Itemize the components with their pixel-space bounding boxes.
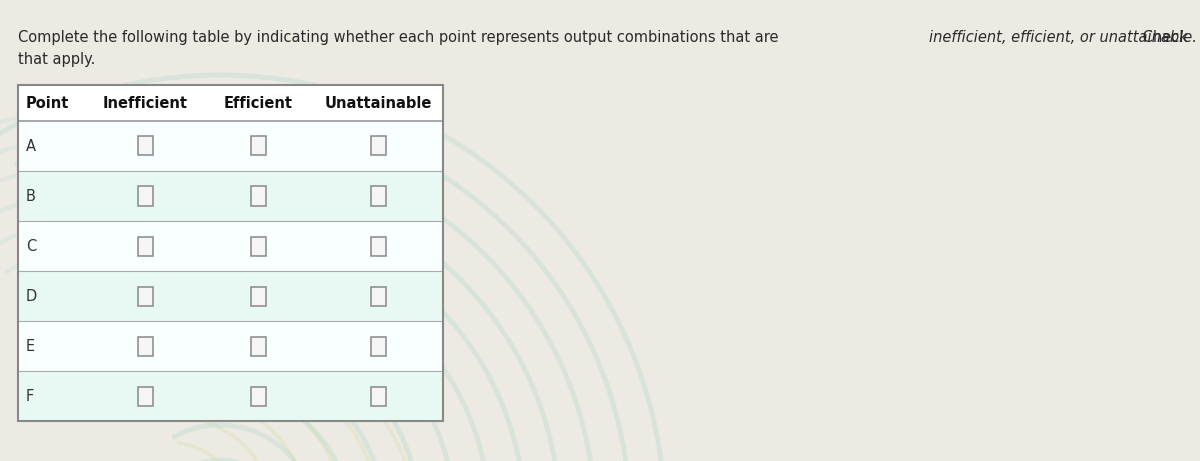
Text: Point: Point	[26, 95, 70, 111]
Bar	[18, 85, 443, 421]
Text: Check: Check	[1138, 30, 1188, 45]
FancyBboxPatch shape	[251, 187, 265, 206]
FancyBboxPatch shape	[251, 337, 265, 355]
FancyBboxPatch shape	[138, 337, 154, 355]
Text: E: E	[26, 338, 35, 354]
Text: C: C	[26, 238, 36, 254]
FancyBboxPatch shape	[371, 286, 385, 306]
FancyBboxPatch shape	[138, 286, 154, 306]
FancyBboxPatch shape	[138, 236, 154, 255]
Text: Complete the following table by indicating whether each point represents output : Complete the following table by indicati…	[18, 30, 784, 45]
Bar	[18, 85, 443, 121]
Bar	[18, 271, 443, 321]
Text: Efficient: Efficient	[223, 95, 293, 111]
FancyBboxPatch shape	[138, 187, 154, 206]
FancyBboxPatch shape	[371, 337, 385, 355]
Text: Unattainable: Unattainable	[324, 95, 432, 111]
Bar	[18, 121, 443, 171]
Text: Inefficient: Inefficient	[103, 95, 188, 111]
Text: F: F	[26, 389, 35, 403]
FancyBboxPatch shape	[251, 136, 265, 155]
Bar	[18, 371, 443, 421]
FancyBboxPatch shape	[251, 286, 265, 306]
Text: that apply.: that apply.	[18, 52, 95, 67]
FancyBboxPatch shape	[138, 136, 154, 155]
Text: B: B	[26, 189, 36, 203]
FancyBboxPatch shape	[371, 187, 385, 206]
Bar	[18, 321, 443, 371]
Text: A: A	[26, 138, 36, 154]
FancyBboxPatch shape	[371, 236, 385, 255]
FancyBboxPatch shape	[371, 386, 385, 406]
Text: D: D	[26, 289, 37, 303]
FancyBboxPatch shape	[251, 386, 265, 406]
Bar	[18, 221, 443, 271]
Bar	[18, 85, 443, 421]
Bar	[18, 171, 443, 221]
FancyBboxPatch shape	[138, 386, 154, 406]
FancyBboxPatch shape	[251, 236, 265, 255]
FancyBboxPatch shape	[371, 136, 385, 155]
Text: inefficient, efficient, or unattainable.: inefficient, efficient, or unattainable.	[929, 30, 1196, 45]
